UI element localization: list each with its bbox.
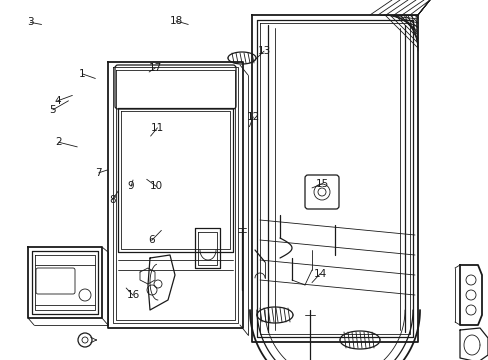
Text: 16: 16 xyxy=(126,290,140,300)
Text: 3: 3 xyxy=(27,17,34,27)
Text: 14: 14 xyxy=(313,269,326,279)
Text: 10: 10 xyxy=(150,181,163,192)
Text: 2: 2 xyxy=(55,137,62,147)
Text: 8: 8 xyxy=(109,195,116,205)
Text: 17: 17 xyxy=(148,63,162,73)
Text: 7: 7 xyxy=(95,168,102,178)
Text: 18: 18 xyxy=(169,16,183,26)
Text: 13: 13 xyxy=(257,46,270,56)
Text: 11: 11 xyxy=(150,123,164,133)
Text: 1: 1 xyxy=(79,69,85,79)
Text: 12: 12 xyxy=(246,112,260,122)
Text: 9: 9 xyxy=(127,181,134,192)
Text: 4: 4 xyxy=(54,96,61,106)
Text: 15: 15 xyxy=(315,179,329,189)
Text: 5: 5 xyxy=(49,105,56,115)
Text: 6: 6 xyxy=(148,235,155,246)
